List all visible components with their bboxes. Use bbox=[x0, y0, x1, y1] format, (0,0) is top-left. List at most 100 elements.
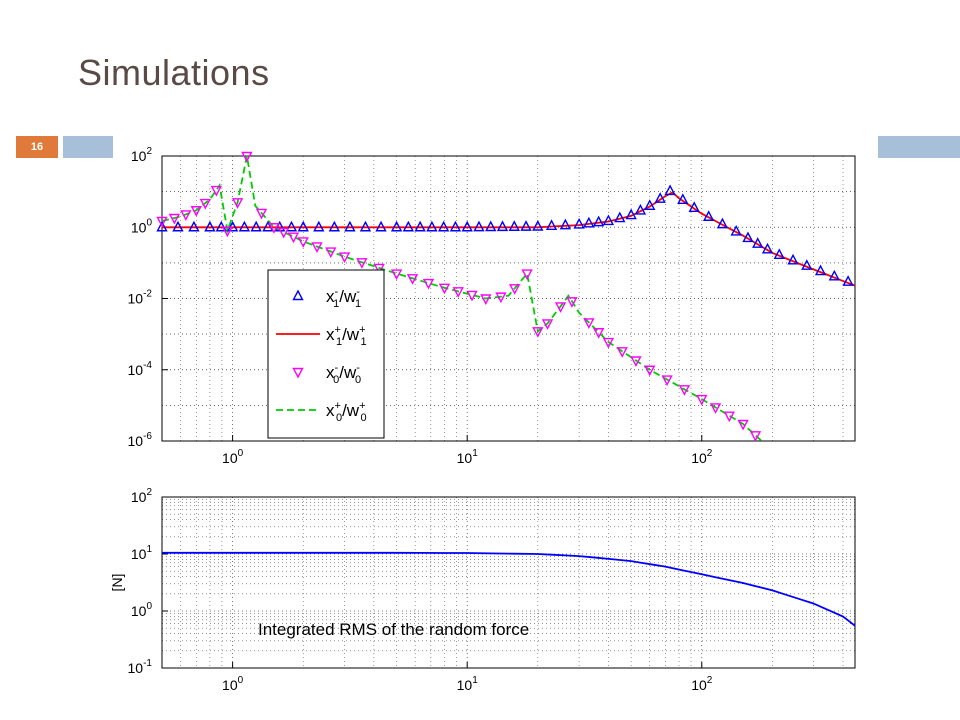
data-marker bbox=[749, 431, 762, 442]
data-marker bbox=[297, 220, 309, 232]
series-line bbox=[162, 551, 856, 627]
data-marker bbox=[592, 215, 605, 227]
data-marker bbox=[480, 294, 492, 305]
data-marker bbox=[466, 290, 478, 302]
data-marker bbox=[616, 347, 628, 358]
data-marker bbox=[702, 210, 715, 221]
legend-marker-sample bbox=[292, 289, 304, 301]
legend-label: x+ 0/w+ 0 bbox=[326, 400, 367, 424]
y-tick-label: 10-2 bbox=[128, 289, 153, 307]
data-marker bbox=[485, 220, 497, 232]
data-marker bbox=[520, 220, 532, 231]
data-marker bbox=[285, 220, 298, 232]
data-marker bbox=[221, 226, 234, 238]
data-marker bbox=[709, 403, 722, 414]
x-tick-label: 100 bbox=[222, 448, 244, 466]
data-marker bbox=[521, 269, 533, 281]
data-marker bbox=[402, 220, 415, 232]
data-marker bbox=[210, 185, 223, 197]
data-marker bbox=[461, 220, 473, 232]
data-marker bbox=[422, 278, 435, 290]
data-marker bbox=[426, 220, 438, 232]
data-marker bbox=[737, 419, 749, 431]
data-marker bbox=[325, 247, 337, 259]
y-tick-label: 10-1 bbox=[128, 658, 153, 676]
data-marker bbox=[437, 220, 450, 232]
data-marker bbox=[452, 287, 464, 298]
data-marker bbox=[199, 198, 212, 210]
data-marker bbox=[761, 242, 774, 254]
y-axis-label: [N] bbox=[109, 574, 125, 592]
data-marker bbox=[390, 269, 403, 281]
y-tick-label: 100 bbox=[131, 601, 153, 619]
series-line bbox=[162, 191, 856, 287]
data-marker bbox=[172, 220, 184, 232]
data-marker bbox=[438, 283, 451, 295]
data-marker bbox=[773, 248, 785, 260]
data-marker bbox=[677, 193, 689, 204]
slide-title: Simulations bbox=[78, 52, 270, 93]
data-marker bbox=[814, 264, 827, 276]
data-marker bbox=[644, 365, 656, 377]
data-marker bbox=[356, 258, 368, 269]
data-marker bbox=[188, 220, 200, 232]
data-marker bbox=[566, 297, 578, 308]
data-marker bbox=[204, 220, 216, 232]
y-tick-label: 102 bbox=[131, 146, 153, 164]
data-marker bbox=[495, 292, 507, 304]
data-marker bbox=[238, 220, 251, 232]
data-marker bbox=[373, 263, 385, 275]
data-marker bbox=[241, 151, 253, 163]
data-marker bbox=[278, 227, 290, 239]
page-number-badge: 16 bbox=[16, 136, 58, 158]
data-marker bbox=[180, 210, 192, 221]
data-marker bbox=[156, 216, 168, 228]
data-marker bbox=[661, 375, 673, 387]
data-marker bbox=[602, 337, 615, 349]
data-marker bbox=[583, 318, 595, 329]
data-marker bbox=[664, 184, 676, 196]
y-tick-label: 10-6 bbox=[128, 431, 153, 449]
legend-label: x-1/w-1 bbox=[326, 286, 361, 310]
x-tick-label: 101 bbox=[457, 675, 479, 693]
data-marker bbox=[287, 232, 300, 244]
transfer-function-chart: 100 101 102 102 100 10-2 10-4 10-6 x-1/w-1 x+ 1/w+… bbox=[128, 146, 856, 466]
x-tick-label: 102 bbox=[691, 448, 713, 466]
data-marker bbox=[787, 253, 799, 265]
data-marker bbox=[742, 231, 754, 243]
data-marker bbox=[583, 216, 595, 228]
data-marker bbox=[842, 275, 854, 286]
data-marker bbox=[634, 203, 647, 215]
y-tick-label: 101 bbox=[131, 544, 153, 562]
data-marker bbox=[311, 242, 323, 253]
data-marker bbox=[496, 220, 509, 232]
data-marker bbox=[268, 223, 280, 234]
data-marker bbox=[250, 220, 262, 232]
series-line bbox=[161, 155, 763, 442]
data-marker bbox=[801, 259, 813, 270]
header-bar-right bbox=[878, 136, 960, 158]
data-marker bbox=[625, 208, 637, 220]
data-marker bbox=[406, 274, 419, 285]
data-marker bbox=[723, 411, 735, 423]
data-marker bbox=[390, 220, 403, 232]
data-marker bbox=[630, 356, 642, 368]
data-marker bbox=[654, 192, 666, 203]
data-marker bbox=[375, 220, 387, 232]
data-marker bbox=[532, 327, 544, 338]
data-marker bbox=[559, 218, 572, 230]
data-marker bbox=[190, 206, 202, 217]
x-tick-label: 100 bbox=[222, 675, 244, 693]
legend-label: x-0/w-0 bbox=[326, 362, 361, 386]
data-marker bbox=[573, 217, 585, 229]
data-marker bbox=[532, 219, 544, 231]
data-marker bbox=[545, 219, 558, 231]
x-tick-label: 101 bbox=[457, 448, 479, 466]
data-marker bbox=[449, 220, 462, 232]
legend-marker-sample bbox=[292, 367, 304, 379]
data-marker bbox=[509, 284, 521, 295]
data-marker bbox=[338, 252, 351, 264]
data-marker bbox=[414, 220, 426, 232]
legend-label: x+ 1/w+ 1 bbox=[326, 324, 367, 348]
